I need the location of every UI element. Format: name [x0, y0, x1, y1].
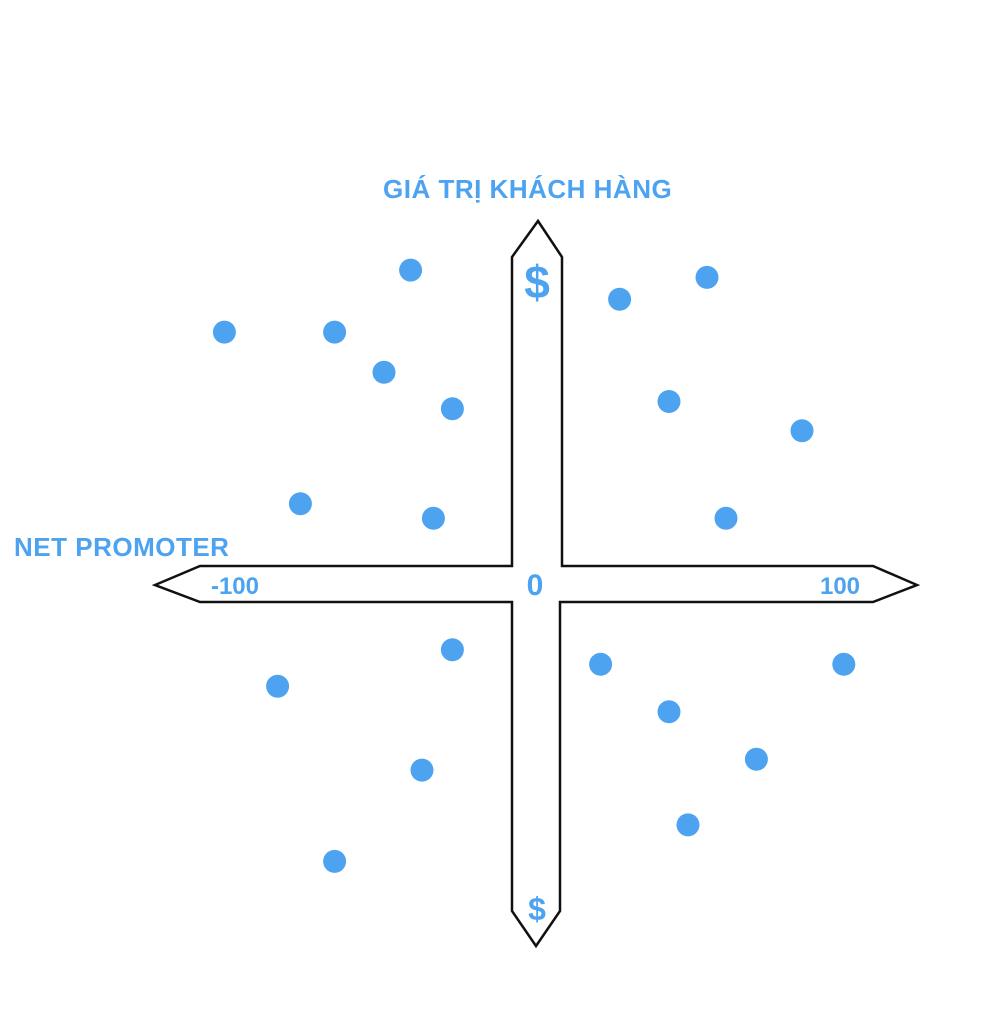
data-point-6 [288, 492, 312, 516]
x-axis-max-label: 100 [820, 573, 860, 600]
data-point-19 [744, 747, 768, 771]
data-point-16 [323, 849, 347, 873]
data-point-8 [608, 287, 632, 311]
data-point-3 [323, 320, 347, 344]
origin-label: 0 [527, 569, 544, 602]
data-point-15 [410, 758, 434, 782]
data-points [212, 258, 856, 873]
y-axis-top-label: $ [524, 256, 550, 308]
data-point-13 [440, 638, 464, 662]
x-axis-min-label: -100 [211, 573, 259, 600]
data-point-12 [714, 506, 738, 530]
data-point-11 [790, 419, 814, 443]
axis-cross [151, 218, 921, 949]
data-point-21 [832, 652, 856, 676]
data-point-5 [440, 397, 464, 421]
y-axis-title: GIÁ TRỊ KHÁCH HÀNG [383, 174, 673, 204]
data-point-14 [266, 674, 290, 698]
data-point-2 [212, 320, 236, 344]
data-point-18 [657, 700, 681, 724]
data-point-9 [695, 265, 719, 289]
x-axis-title: NET PROMOTER [14, 532, 230, 562]
data-point-7 [421, 506, 445, 530]
data-point-4 [372, 360, 396, 384]
data-point-10 [657, 390, 681, 413]
data-point-17 [589, 652, 613, 676]
data-point-1 [399, 258, 423, 282]
data-point-20 [676, 813, 700, 837]
y-axis-bottom-label: $ [528, 891, 546, 927]
